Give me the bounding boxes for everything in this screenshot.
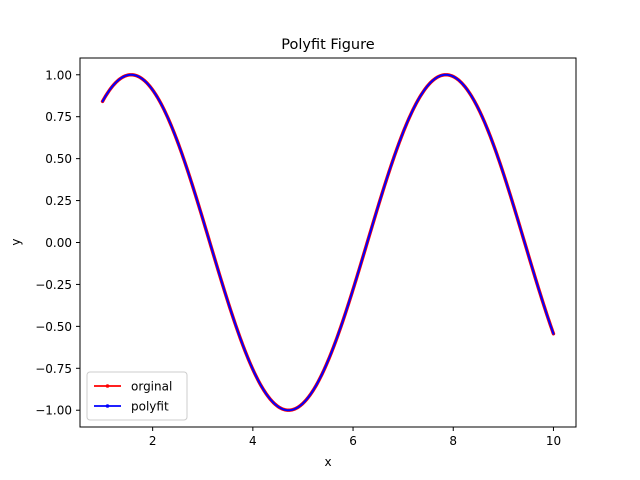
x-tick-label: 6	[349, 434, 357, 448]
y-tick-label: −0.75	[35, 362, 72, 376]
y-tick-label: 0.00	[45, 236, 72, 250]
legend-box	[86, 371, 188, 421]
x-tick-label: 2	[149, 434, 157, 448]
y-tick-label: 0.25	[45, 194, 72, 208]
y-tick-label: 1.00	[45, 68, 72, 82]
x-tick-label: 4	[249, 434, 257, 448]
y-tick-label: 0.50	[45, 152, 72, 166]
y-tick-label: −0.25	[35, 278, 72, 292]
y-tick-label: −0.50	[35, 320, 72, 334]
legend-marker-orginal	[105, 384, 110, 388]
legend-marker-polyfit	[105, 404, 110, 408]
x-tick-label: 8	[449, 434, 457, 448]
plot-lines	[100, 73, 556, 412]
y-axis-label: y	[9, 238, 23, 245]
x-tick-label: 10	[546, 434, 561, 448]
x-axis-label: x	[324, 455, 331, 469]
y-tick-label: −1.00	[35, 404, 72, 418]
chart-title: Polyfit Figure	[281, 37, 374, 53]
y-tick-label: 0.75	[45, 110, 72, 124]
x-axis-ticks: 2 4 6 8 10	[149, 427, 561, 448]
legend-label: polyfit	[131, 400, 169, 414]
y-axis-ticks: −1.00 −0.75 −0.50 −0.25 0.00 0.25 0.50 0.75 1.00	[35, 68, 80, 418]
legend: orginal polyfit	[86, 371, 188, 421]
legend-label: orginal	[131, 380, 172, 394]
series-line-polyfit	[101, 73, 555, 412]
